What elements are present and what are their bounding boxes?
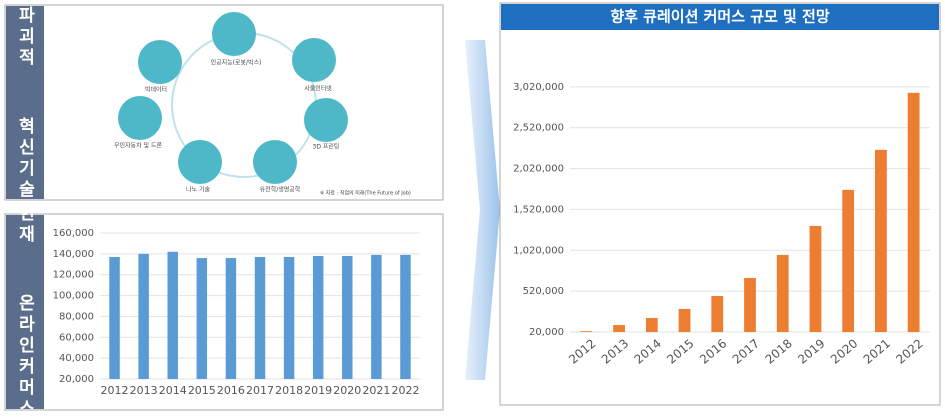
bar	[907, 92, 920, 332]
bar	[312, 255, 324, 379]
y-tick-label: 2,520,000	[513, 123, 564, 134]
x-tick-label: 2012	[101, 384, 129, 397]
bar	[283, 256, 295, 379]
y-tick-label: 120,000	[53, 270, 94, 281]
source: ※ 자료 : 직업의 미래(The Future of Job)	[320, 190, 411, 197]
x-tick-label: 2017	[246, 384, 274, 397]
y-tick-label: 160,000	[53, 228, 94, 239]
bar	[613, 325, 625, 332]
chart-title: 향후 큐레이션 커머스 규모 및 전망	[610, 8, 830, 26]
bar	[167, 251, 178, 379]
node-circle	[118, 96, 162, 140]
x-tick-label: 2020	[333, 384, 361, 397]
x-tick-label: 2021	[362, 384, 390, 397]
x-tick-label: 2013	[130, 384, 158, 397]
bar	[109, 256, 120, 379]
y-tick-label: 140,000	[53, 249, 94, 260]
x-tick-label: 2014	[159, 384, 187, 397]
side-label: 파괴적 혁신기술	[14, 5, 35, 201]
y-tick-label: 20,000	[529, 327, 564, 338]
node-circle	[178, 140, 222, 184]
bar	[580, 331, 593, 332]
forecast-panel	[499, 2, 941, 406]
node-circle	[304, 98, 348, 142]
y-tick-label: 40,000	[59, 353, 94, 364]
title-bar	[501, 4, 939, 30]
y-tick-label: 1,520,000	[513, 204, 564, 215]
bar	[225, 258, 237, 379]
bar	[196, 258, 208, 379]
y-tick-label: 100,000	[53, 291, 94, 302]
bar	[809, 225, 822, 332]
bar	[400, 254, 411, 379]
bar	[711, 295, 724, 332]
y-tick-label: 2,020,000	[513, 164, 564, 175]
x-tick-label: 2019	[304, 384, 332, 397]
node-circle	[253, 140, 297, 184]
bar	[776, 254, 789, 332]
node-label: 유전학/생명공학	[260, 186, 301, 194]
y-tick-label: 80,000	[59, 311, 94, 322]
x-tick-label: 2016	[217, 384, 245, 397]
node-circle	[292, 38, 336, 82]
x-tick-label: 2018	[275, 384, 303, 397]
y-tick-label: 20,000	[59, 374, 94, 385]
bar	[744, 277, 756, 332]
node-circle	[138, 40, 182, 84]
y-tick-label: 60,000	[59, 332, 94, 343]
node-label: 빅데이터	[145, 86, 167, 94]
bar	[678, 308, 691, 332]
node-label: 인공지능(로봇/빅스)	[211, 59, 262, 67]
node-label: 3D 프린팅	[313, 144, 340, 151]
bar	[138, 253, 149, 379]
bar	[875, 149, 887, 332]
bar	[371, 254, 382, 379]
diagram: 인공지능(로봇/빅스) 사물인터넷 3D 프린팅 유전학/생명공학 나노 기술 …	[114, 12, 411, 197]
y-tick-label: 1,020,000	[513, 245, 564, 256]
current-panel	[4, 213, 444, 411]
x-tick-label: 2015	[188, 384, 216, 397]
arrow	[465, 40, 500, 380]
node-label: 사물인터넷	[304, 85, 332, 93]
x-tick-label: 2022	[391, 384, 419, 397]
y-tick-label: 3,020,000	[513, 82, 564, 93]
side-bar	[6, 215, 44, 409]
side-bar	[6, 6, 44, 199]
node-circle	[212, 12, 256, 56]
bar	[842, 189, 855, 332]
side-label: 현재 온라인커머스	[14, 204, 35, 420]
bar	[254, 256, 266, 379]
bar	[645, 318, 658, 332]
y-tick-label: 520,000	[523, 286, 564, 297]
bar	[342, 255, 353, 379]
node-label: 무인자동차 및 드론	[114, 142, 162, 150]
node-label: 나노 기술	[186, 186, 210, 194]
